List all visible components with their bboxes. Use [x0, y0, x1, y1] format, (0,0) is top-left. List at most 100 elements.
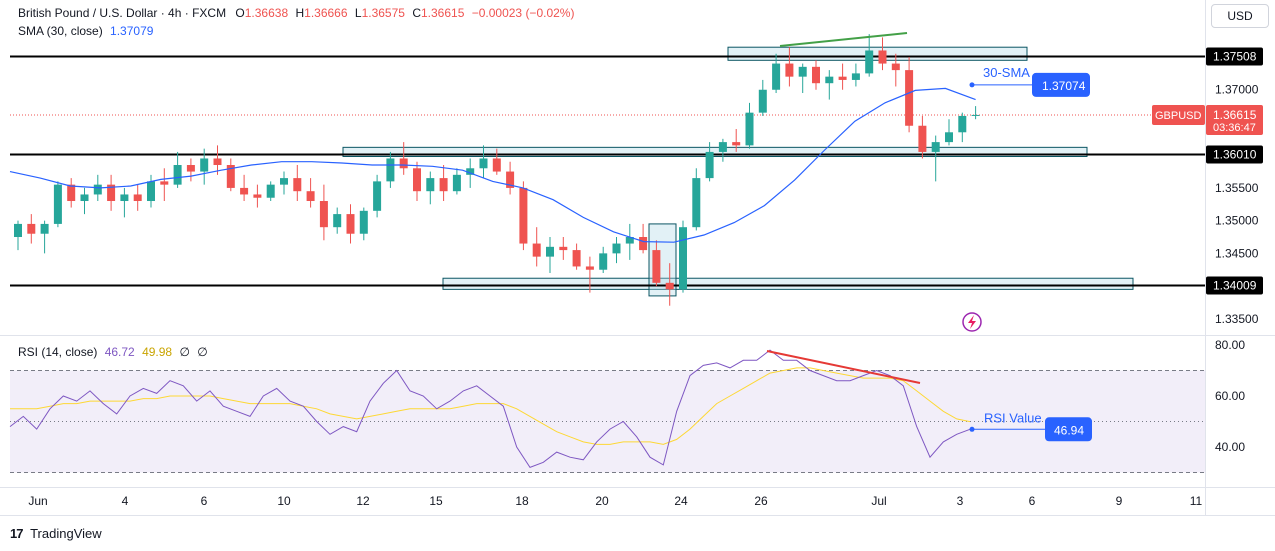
candle-body — [599, 253, 608, 270]
symbol-tag-text: GBPUSD — [1155, 110, 1202, 122]
candle-body — [426, 178, 435, 192]
candle-body — [585, 266, 594, 270]
rsi-legend[interactable]: RSI (14, close) 46.72 49.98 ∅ ∅ — [18, 345, 208, 359]
candle-body — [865, 50, 874, 74]
last-price-text: 1.36615 — [1213, 108, 1257, 122]
price-tick-label: 1.37000 — [1215, 83, 1259, 97]
lightning-icon-bolt — [968, 315, 976, 329]
candle-body — [479, 158, 488, 169]
high-value: 1.36666 — [304, 6, 348, 20]
candle-body — [173, 165, 182, 185]
level-tag-text-0: 1.37508 — [1213, 50, 1257, 64]
candle-body — [93, 184, 102, 195]
candle-body — [559, 246, 568, 251]
tradingview-logo[interactable]: 17 TradingView — [10, 526, 102, 541]
candle-body — [226, 165, 235, 188]
candle-body — [399, 158, 408, 169]
close-value: 1.36615 — [420, 6, 465, 20]
rsi-band — [10, 370, 1205, 473]
candle-body — [306, 191, 315, 202]
candle-body — [466, 168, 475, 175]
last-price-tag — [1206, 104, 1263, 135]
candle-body — [546, 246, 554, 257]
candle-body — [373, 181, 382, 211]
candle-body — [878, 50, 887, 64]
time-tick-label: 6 — [1029, 494, 1036, 508]
price-tick-label: 1.33500 — [1215, 312, 1259, 326]
level-tag-1 — [1206, 145, 1263, 164]
time-tick-label: 20 — [595, 494, 609, 508]
candle-body — [758, 89, 767, 113]
symbol-header: British Pound / U.S. Dollar · 4h · FXCM … — [18, 6, 574, 20]
candle-body — [213, 158, 222, 166]
candle-body — [572, 250, 581, 267]
time-tick-label: 26 — [754, 494, 768, 508]
candle-body — [333, 214, 342, 228]
countdown-text: 03:36:47 — [1213, 122, 1256, 134]
candle-body — [160, 181, 169, 185]
candle-body — [838, 76, 847, 80]
high-label: H — [295, 6, 305, 20]
candle-body — [40, 223, 49, 234]
price-trendline — [779, 32, 908, 47]
candle-body — [280, 178, 288, 185]
candle-body — [625, 237, 634, 244]
time-tick-label: 11 — [1190, 494, 1203, 508]
low-label: L — [354, 6, 362, 20]
candle-body — [905, 70, 914, 126]
lightning-icon-ring — [962, 312, 982, 332]
time-tick-label: 10 — [277, 494, 291, 508]
rsi-tick-label: 80.00 — [1215, 338, 1245, 352]
candle-body — [851, 73, 860, 80]
sma-annotation-label: 30-SMA — [983, 65, 1030, 80]
sma-line — [9, 87, 976, 243]
time-tick-label: Jul — [871, 494, 886, 508]
candle-body — [53, 184, 62, 224]
candle-body — [519, 187, 528, 244]
candle-body — [532, 243, 541, 257]
time-tick-label: Jun — [28, 494, 47, 508]
candle-body — [120, 194, 129, 202]
sma-value-text: 1.37074 — [1042, 79, 1086, 93]
candle-body — [200, 158, 209, 172]
rsi-legend-na2: ∅ — [197, 345, 208, 359]
zone-box-0 — [727, 46, 1028, 61]
symbol-title: British Pound / U.S. Dollar · 4h · FXCM — [18, 6, 227, 20]
level-tag-text-2: 1.34009 — [1213, 279, 1257, 293]
candle-body — [240, 187, 249, 195]
sma-legend-value: 1.37079 — [110, 24, 154, 38]
rsi-tick-label: 60.00 — [1215, 389, 1245, 403]
rsi-legend-value: 46.72 — [104, 345, 135, 359]
candle-body — [439, 178, 448, 192]
candle-body — [293, 178, 302, 192]
rsi-value-tag — [1045, 417, 1092, 442]
price-tick-label: 1.35000 — [1215, 214, 1259, 228]
candle-body — [692, 178, 701, 228]
candle-body — [266, 184, 275, 198]
candle-body — [945, 132, 953, 143]
zone-box-1 — [342, 146, 1088, 158]
level-tag-2 — [1206, 276, 1263, 295]
candle-body — [80, 194, 89, 202]
candle-body — [798, 66, 807, 77]
level-tag-text-1: 1.36010 — [1213, 148, 1257, 162]
time-tick-label: 4 — [122, 494, 129, 508]
rsi-ma-line — [10, 367, 971, 445]
currency-button[interactable]: USD — [1211, 4, 1269, 28]
time-tick-label: 15 — [429, 494, 443, 508]
candle-body — [492, 158, 501, 172]
price-tick-label: 1.34500 — [1215, 246, 1259, 260]
candle-body — [679, 227, 687, 290]
rsi-legend-label: RSI (14, close) — [18, 345, 98, 359]
candle-body — [772, 63, 781, 90]
rsi-ma-legend-value: 49.98 — [142, 345, 173, 359]
rsi-line — [9, 349, 971, 469]
candle-body — [732, 142, 741, 146]
candle-body — [785, 63, 794, 77]
sma-value-tag — [1032, 72, 1090, 97]
zone-box-2 — [442, 277, 1134, 290]
sma-legend[interactable]: SMA (30, close) 1.37079 — [18, 24, 153, 38]
candle-body — [413, 168, 421, 192]
rsi-annotation-label: RSI Value — [984, 410, 1042, 425]
